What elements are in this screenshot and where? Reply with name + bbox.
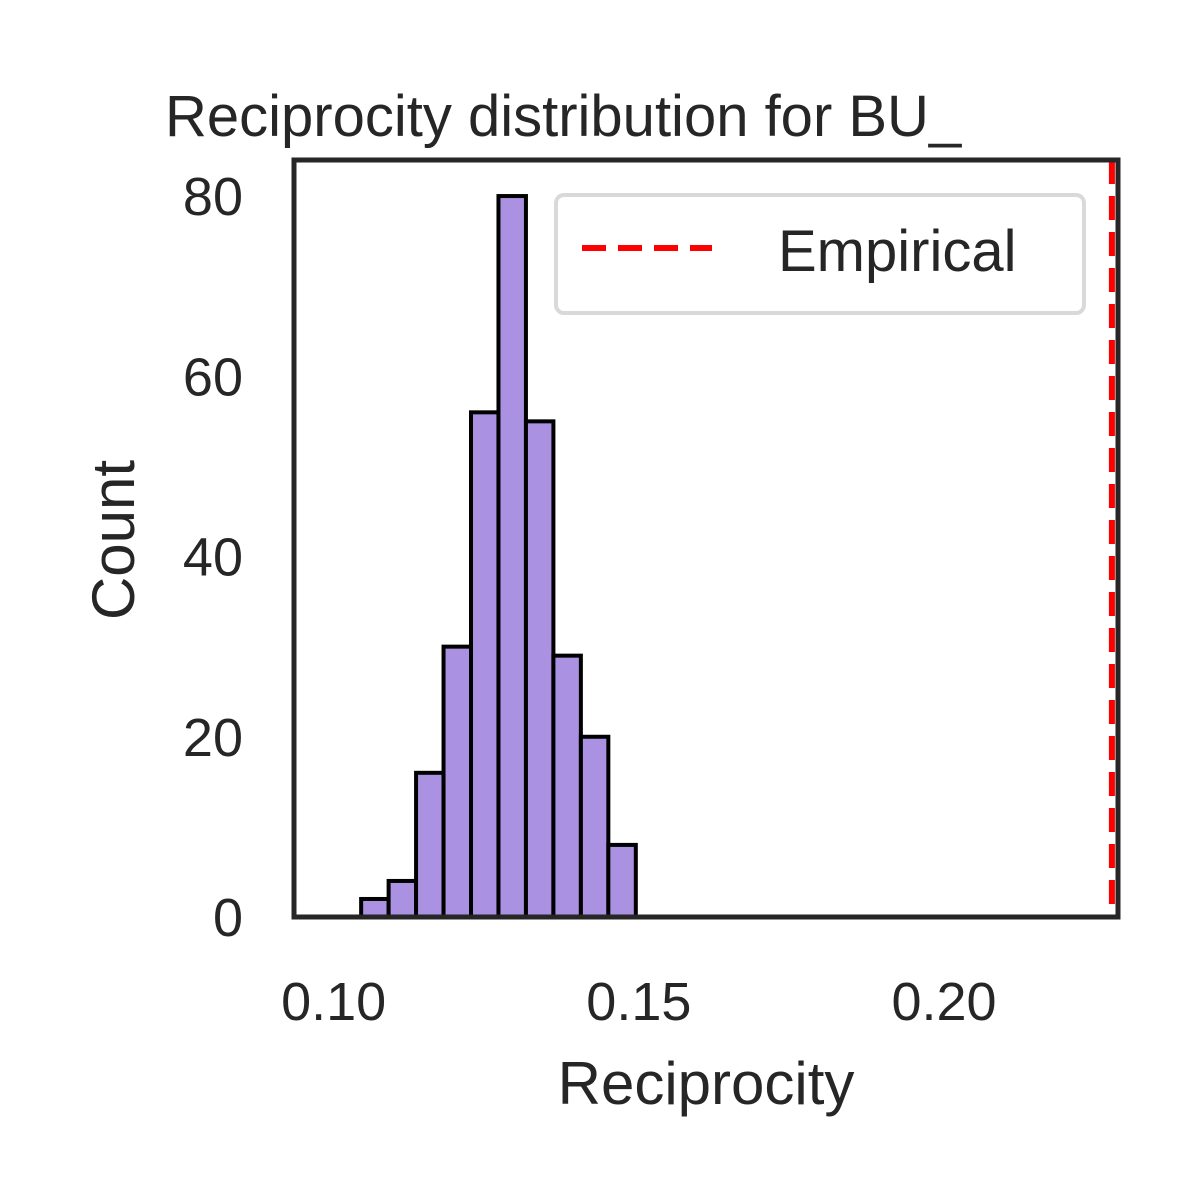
y-tick-label: 40	[183, 528, 243, 588]
y-tick-label: 0	[213, 888, 243, 948]
histogram-bar	[469, 410, 501, 919]
y-tick-label: 80	[183, 167, 243, 227]
x-tick-label: 0.10	[281, 972, 386, 1032]
histogram-bar	[606, 842, 638, 920]
x-tick-label: 0.15	[586, 972, 691, 1032]
histogram-bar	[386, 878, 419, 920]
legend-box	[554, 193, 1086, 315]
histogram-bar	[496, 194, 528, 920]
plot-frame	[291, 157, 1121, 920]
histogram-bar	[414, 770, 446, 919]
y-tick-label: 60	[183, 347, 243, 407]
y-axis-label: Count	[80, 460, 147, 620]
histogram-bar	[551, 653, 583, 920]
histogram-bar	[523, 419, 556, 919]
legend-label-empirical: Empirical	[778, 219, 1017, 284]
x-axis-ticks: 0.10 0.15 0.20	[281, 972, 996, 1032]
legend: Empirical	[554, 193, 1086, 315]
y-axis-ticks: 0 20 40 60 80	[183, 167, 243, 948]
histogram-bar	[359, 896, 391, 920]
histogram-bar	[578, 734, 611, 919]
histogram-bar	[441, 644, 474, 920]
x-tick-label: 0.20	[891, 972, 996, 1032]
x-axis-label: Reciprocity	[558, 1050, 855, 1117]
y-tick-label: 20	[183, 708, 243, 768]
chart-title: Reciprocity distribution for BU_	[165, 84, 962, 149]
